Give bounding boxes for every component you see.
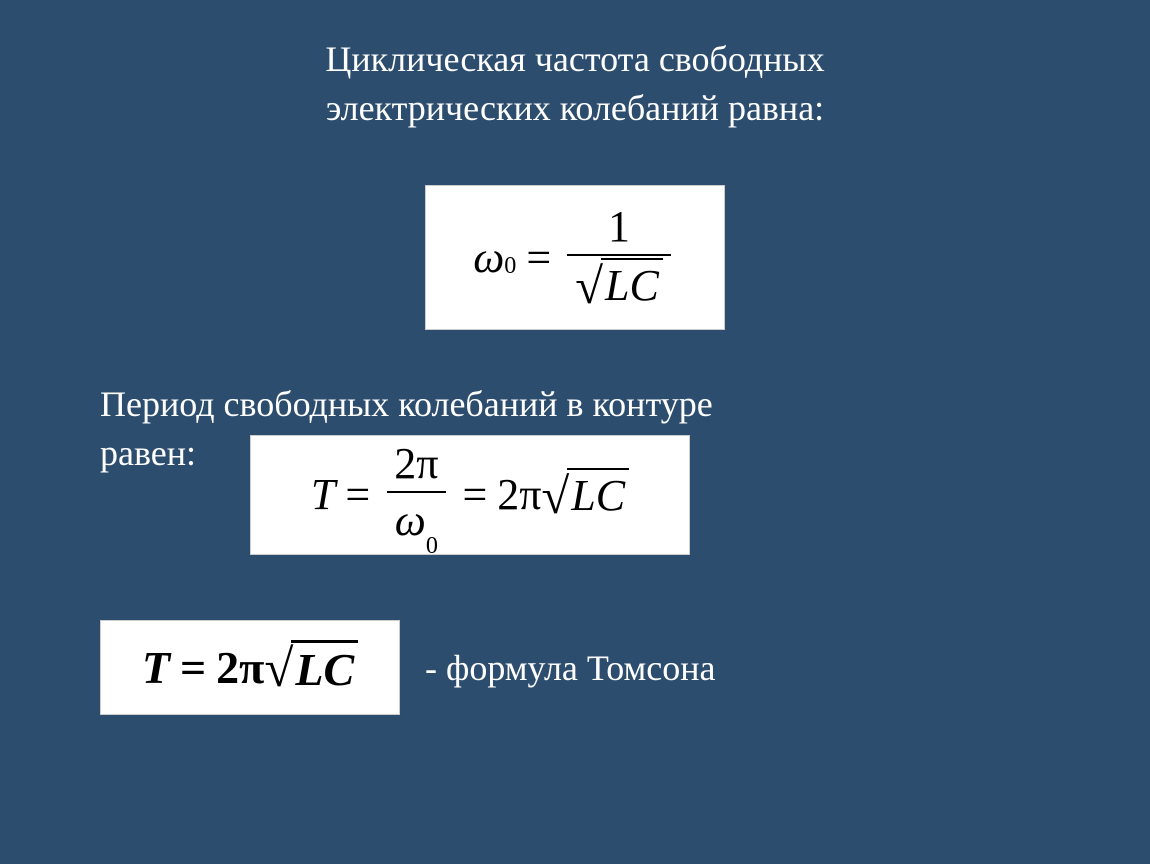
radical-symbol: √ xyxy=(264,643,293,696)
fraction-1: 2π ω0 xyxy=(386,438,446,552)
radical-symbol: √ xyxy=(541,471,569,522)
two-pi: 2π xyxy=(497,469,541,520)
formula-3-row: T = 2π √ LC - формула Томсона xyxy=(100,620,716,715)
omega-subscript: 0 xyxy=(426,532,438,559)
formula-3: T = 2π √ LC xyxy=(142,640,358,696)
radical-symbol: √ xyxy=(575,261,603,312)
formula-2: T = 2π ω0 = 2π √ LC xyxy=(311,438,629,552)
formula-3-box: T = 2π √ LC xyxy=(100,620,400,715)
equals-sign: = xyxy=(526,232,551,283)
numerator: 1 xyxy=(600,201,638,254)
sqrt: √ LC xyxy=(264,640,358,696)
sqrt: √ LC xyxy=(575,258,663,311)
two-pi: 2π xyxy=(216,641,264,694)
equals-sign-2: = xyxy=(462,469,487,520)
title-line-1: Циклическая частота свободных xyxy=(0,35,1150,84)
omega-symbol: ω xyxy=(395,496,426,545)
denominator: ω0 xyxy=(387,491,446,552)
denominator: √ LC xyxy=(567,254,671,313)
radicand: LC xyxy=(601,258,663,311)
radicand: LC xyxy=(291,640,358,696)
title-line-2: электрических колебаний равна: xyxy=(0,84,1150,133)
omega-symbol: ω xyxy=(473,232,504,283)
text-2-line-1: Период свободных колебаний в контуре xyxy=(100,380,713,429)
t-symbol: T xyxy=(311,469,335,520)
equals-sign: = xyxy=(345,469,370,520)
sqrt: √ LC xyxy=(541,468,629,521)
fraction: 1 √ LC xyxy=(567,201,671,313)
formula-2-wrap: T = 2π ω0 = 2π √ LC xyxy=(250,435,690,555)
formula-2-box: T = 2π ω0 = 2π √ LC xyxy=(250,435,690,555)
thomson-label: - формула Томсона xyxy=(425,647,716,689)
radicand: LC xyxy=(567,468,629,521)
omega-subscript: 0 xyxy=(504,252,516,280)
formula-1-wrap: ω0 = 1 √ LC xyxy=(0,185,1150,330)
slide: Циклическая частота свободных электричес… xyxy=(0,0,1150,864)
formula-1-box: ω0 = 1 √ LC xyxy=(425,185,725,330)
t-symbol: T xyxy=(142,641,170,694)
formula-1: ω0 = 1 √ LC xyxy=(473,201,677,313)
numerator: 2π xyxy=(386,438,446,491)
title-block: Циклическая частота свободных электричес… xyxy=(0,35,1150,132)
equals-sign: = xyxy=(180,641,206,694)
